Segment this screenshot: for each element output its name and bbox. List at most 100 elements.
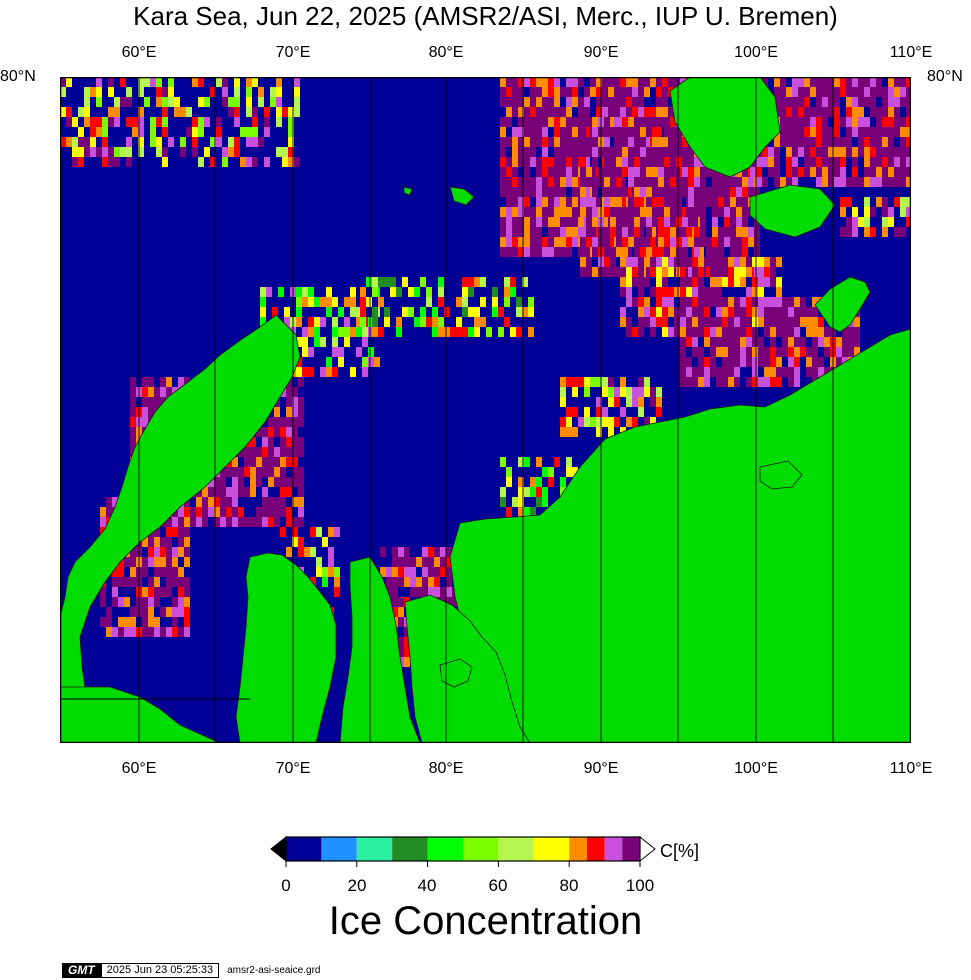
ice-cell [652, 157, 658, 167]
ice-cell [420, 317, 426, 327]
ice-cell [864, 97, 870, 107]
ice-cell [746, 357, 752, 367]
ice-cell [736, 217, 742, 227]
ice-cell [268, 457, 274, 467]
ice-cell [90, 87, 96, 97]
ice-cell [554, 177, 560, 187]
ice-cell [114, 157, 120, 167]
ice-cell [578, 77, 584, 87]
ice-cell [590, 167, 596, 177]
ice-cell [592, 247, 598, 257]
ice-cell [292, 437, 298, 447]
ice-cell [560, 247, 566, 257]
ice-cell [586, 197, 592, 207]
ice-cell [566, 97, 572, 107]
ice-cell [524, 127, 530, 137]
ice-cell [764, 377, 770, 387]
ice-cell [620, 107, 626, 117]
ice-cell [524, 147, 530, 157]
ice-cell [638, 327, 644, 337]
ice-cell [252, 77, 258, 87]
ice-cell [398, 607, 404, 617]
ice-cell [586, 117, 592, 127]
ice-cell [846, 127, 852, 137]
ice-cell [434, 557, 440, 567]
ice-cell [184, 557, 190, 567]
ice-cell [680, 277, 686, 287]
ice-cell [686, 377, 692, 387]
ice-cell [518, 77, 524, 87]
ice-cell [710, 327, 716, 337]
ice-cell [722, 267, 728, 277]
ice-cell [60, 87, 66, 97]
ice-cell [474, 277, 480, 287]
ice-cell [616, 137, 622, 147]
ice-cell [816, 137, 822, 147]
ice-cell [834, 97, 840, 107]
ice-cell [572, 207, 578, 217]
ice-cell [518, 477, 524, 487]
ice-cell [180, 147, 186, 157]
ice-cell [788, 327, 794, 337]
ice-cell [262, 507, 268, 517]
ice-cell [344, 337, 350, 347]
ice-cell [602, 387, 608, 397]
ice-cell [682, 257, 688, 267]
ice-cell [870, 137, 876, 147]
ice-cell [806, 347, 812, 357]
ice-cell [840, 227, 846, 237]
ice-cell [584, 187, 590, 197]
ice-cell [712, 237, 718, 247]
ice-cell [286, 417, 292, 427]
ice-cell [138, 77, 144, 87]
ice-cell [584, 97, 590, 107]
ice-cell [506, 467, 512, 477]
ice-cell [650, 237, 656, 247]
land-yamal-peninsula [235, 552, 337, 743]
ice-cell [728, 267, 734, 277]
ice-cell [542, 497, 548, 507]
ice-cell [308, 297, 314, 307]
ice-cell [640, 217, 646, 227]
ice-cell [78, 107, 84, 117]
ice-cell [676, 147, 682, 157]
ice-cell [178, 537, 184, 547]
ice-cell [292, 467, 298, 477]
ice-cell [184, 617, 190, 627]
ice-cell [524, 137, 530, 147]
ice-cell [578, 217, 584, 227]
ice-cell [410, 577, 416, 587]
ice-cell [688, 237, 694, 247]
ice-cell [676, 227, 682, 237]
ice-cell [692, 317, 698, 327]
ice-cell [724, 227, 730, 237]
ice-cell [906, 157, 911, 167]
ice-cell [422, 547, 428, 557]
ice-cell [542, 207, 548, 217]
ice-cell [204, 117, 210, 127]
ice-cell [572, 97, 578, 107]
ice-cell [592, 157, 598, 167]
ice-cell [638, 107, 644, 117]
ice-cell [676, 187, 682, 197]
ice-cell [160, 547, 166, 557]
ice-cell [286, 457, 292, 467]
ice-cell [650, 387, 656, 397]
ice-cell [758, 297, 764, 307]
ice-cell [846, 177, 852, 187]
ice-cell [906, 177, 911, 187]
ice-cell [308, 347, 314, 357]
ice-cell [172, 517, 178, 527]
ice-cell [682, 147, 688, 157]
ice-cell [812, 317, 818, 327]
ice-cell [580, 137, 586, 147]
ice-cell [366, 277, 372, 287]
ice-cell [620, 87, 626, 97]
ice-cell [262, 467, 268, 477]
ice-cell [764, 277, 770, 287]
ice-cell [130, 417, 136, 427]
ice-cell [626, 257, 632, 267]
ice-cell [676, 207, 682, 217]
ice-cell [566, 107, 572, 117]
ice-cell [184, 587, 190, 597]
